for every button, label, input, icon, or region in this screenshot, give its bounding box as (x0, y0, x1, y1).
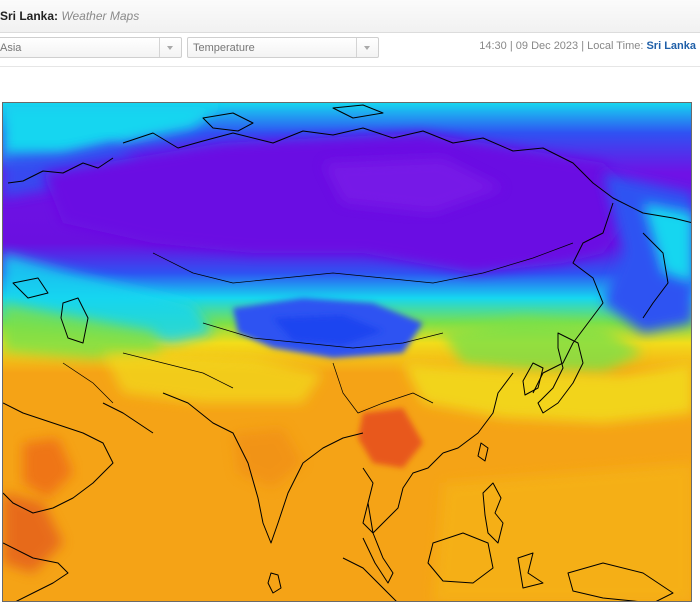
weather-map[interactable] (2, 102, 692, 602)
page-header: Sri Lanka: Weather Maps (0, 0, 700, 33)
page-title: Sri Lanka: Weather Maps (0, 9, 139, 23)
location-link[interactable]: Sri Lanka (646, 40, 696, 52)
time-status: 14:30 | 09 Dec 2023 | Local Time: Sri La… (479, 40, 696, 52)
parameter-select-dropdown-button[interactable] (356, 38, 378, 57)
region-select[interactable]: Asia (0, 37, 182, 58)
parameter-select-value: Temperature (193, 42, 255, 54)
chevron-down-icon (364, 46, 370, 50)
status-date: 09 Dec 2023 (515, 40, 579, 52)
status-separator: | (509, 40, 513, 52)
region-select-dropdown-button[interactable] (159, 38, 181, 57)
map-toolbar: Asia Temperature 14:30 | 09 Dec 2023 | L… (0, 33, 700, 67)
temperature-map-image (3, 103, 691, 601)
page-subtitle: Weather Maps (61, 9, 140, 23)
status-time: 14:30 (479, 40, 507, 52)
local-time-label: Local Time: (587, 40, 644, 52)
parameter-select[interactable]: Temperature (187, 37, 379, 58)
status-separator: | (581, 40, 585, 52)
location-name: Sri Lanka: (0, 9, 59, 23)
chevron-down-icon (167, 46, 173, 50)
region-select-value: Asia (0, 42, 22, 54)
